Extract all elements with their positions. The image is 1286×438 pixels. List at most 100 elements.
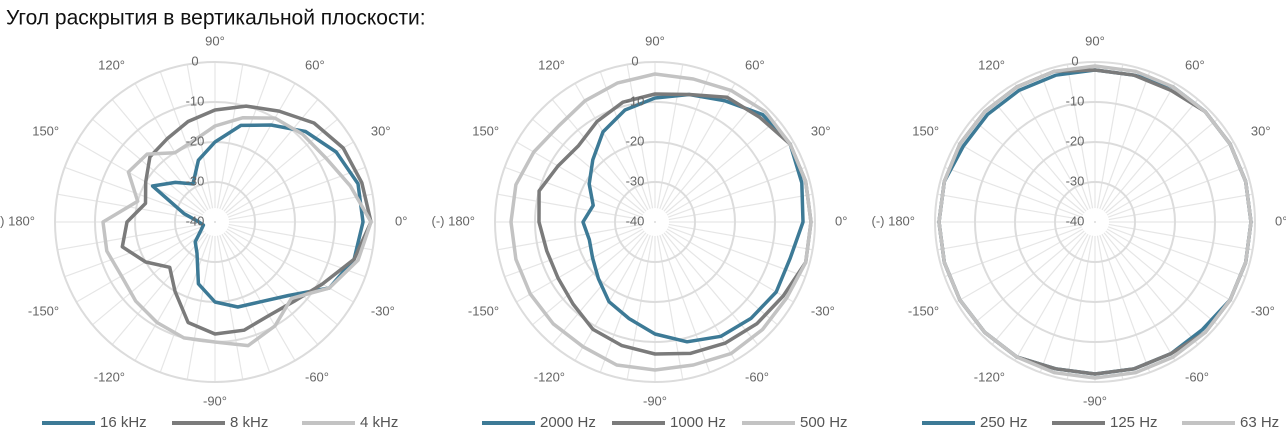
theta-tick-label: 90° bbox=[205, 33, 225, 48]
spoke bbox=[497, 223, 642, 251]
grid-ring bbox=[494, 61, 816, 383]
r-tick-label: -30 bbox=[186, 173, 205, 188]
spoke bbox=[1108, 223, 1253, 251]
legend-label: 16 kHz bbox=[100, 414, 147, 431]
series-line bbox=[150, 123, 365, 309]
spoke bbox=[76, 141, 204, 216]
theta-tick-label: 150° bbox=[912, 123, 939, 138]
spoke bbox=[599, 234, 651, 373]
spoke bbox=[1039, 234, 1091, 373]
theta-tick-label: 0° bbox=[835, 213, 847, 228]
spoke bbox=[944, 166, 1083, 218]
spoke bbox=[221, 83, 296, 211]
spoke bbox=[92, 230, 205, 326]
spoke bbox=[111, 232, 207, 345]
spoke bbox=[76, 228, 204, 303]
theta-tick-label: -150° bbox=[28, 303, 59, 318]
spoke bbox=[516, 228, 644, 303]
spoke bbox=[551, 232, 647, 345]
grid-center bbox=[654, 221, 656, 223]
spoke bbox=[1066, 64, 1094, 209]
spoke bbox=[991, 99, 1087, 212]
legend-label: 125 Hz bbox=[1110, 414, 1158, 431]
polar-chart: -40 -30 -20 -10 0 90° 60° 30° 0° -30° -60° -90° -120… bbox=[0, 33, 407, 431]
spoke bbox=[663, 232, 759, 345]
r-tick-label: -10 bbox=[626, 93, 645, 108]
theta-tick-label: 60° bbox=[305, 58, 325, 73]
spoke bbox=[219, 71, 271, 210]
grid-ring bbox=[614, 181, 696, 263]
spoke bbox=[216, 235, 244, 380]
theta-tick-label: -150° bbox=[468, 303, 499, 318]
spoke bbox=[532, 230, 645, 326]
spoke bbox=[228, 193, 373, 221]
theta-tick-label: 60° bbox=[745, 58, 765, 73]
spoke bbox=[1107, 166, 1246, 218]
theta-tick-label: 120° bbox=[98, 58, 125, 73]
spoke bbox=[226, 228, 354, 303]
r-tick-label: -20 bbox=[626, 133, 645, 148]
legend-label: 1000 Hz bbox=[670, 414, 726, 431]
r-tick-label: -10 bbox=[1066, 93, 1085, 108]
spoke bbox=[665, 118, 778, 214]
polar-chart: -40 -30 -20 -10 0 90° 60° 30° 0° -30° -60° -90° -120… bbox=[432, 33, 848, 431]
grid-ring bbox=[1054, 181, 1136, 263]
grid-ring bbox=[174, 181, 256, 263]
theta-tick-label: (-) 180° bbox=[0, 213, 35, 228]
theta-tick-label: -60° bbox=[745, 369, 769, 384]
spoke bbox=[1014, 83, 1089, 211]
spoke bbox=[504, 226, 643, 278]
spoke bbox=[1014, 233, 1089, 361]
spoke bbox=[186, 235, 214, 380]
spoke bbox=[134, 83, 209, 211]
theta-tick-label: -30° bbox=[811, 303, 835, 318]
spoke bbox=[225, 230, 338, 326]
theta-tick-label: -150° bbox=[908, 303, 939, 318]
theta-tick-label: -90° bbox=[1083, 393, 1107, 408]
spoke bbox=[956, 141, 1084, 216]
theta-tick-label: 30° bbox=[811, 123, 831, 138]
series-line bbox=[581, 92, 805, 344]
spoke bbox=[1066, 235, 1094, 380]
r-tick-label: -30 bbox=[1066, 173, 1085, 188]
series-line bbox=[509, 72, 813, 372]
theta-tick-label: 120° bbox=[538, 58, 565, 73]
series-line bbox=[120, 104, 373, 336]
r-tick-label: -40 bbox=[626, 213, 645, 228]
spoke bbox=[1108, 193, 1253, 221]
legend-label: 2000 Hz bbox=[540, 414, 596, 431]
theta-tick-label: -90° bbox=[203, 393, 227, 408]
theta-tick-label: -30° bbox=[371, 303, 395, 318]
theta-tick-label: (-) 180° bbox=[432, 213, 476, 228]
spoke bbox=[626, 235, 654, 380]
spoke bbox=[504, 166, 643, 218]
theta-tick-label: 90° bbox=[645, 33, 665, 48]
spoke bbox=[228, 223, 373, 251]
theta-tick-label: 0° bbox=[395, 213, 407, 228]
r-tick-label: 0 bbox=[1071, 53, 1078, 68]
spoke bbox=[1101, 233, 1176, 361]
legend-label: 8 kHz bbox=[230, 414, 268, 431]
spoke bbox=[1096, 64, 1124, 209]
spoke bbox=[1105, 230, 1218, 326]
r-tick-label: 0 bbox=[191, 53, 198, 68]
theta-tick-label: 30° bbox=[1251, 123, 1271, 138]
r-tick-label: -40 bbox=[1066, 213, 1085, 228]
spoke bbox=[1096, 235, 1124, 380]
grid-ring bbox=[934, 61, 1256, 383]
grid-center bbox=[214, 221, 216, 223]
theta-tick-label: 90° bbox=[1085, 33, 1105, 48]
theta-tick-label: (-) 180° bbox=[872, 213, 916, 228]
spoke bbox=[223, 232, 319, 345]
spoke bbox=[226, 141, 354, 216]
spoke bbox=[656, 64, 684, 209]
series-line bbox=[937, 64, 1253, 380]
spoke bbox=[574, 83, 649, 211]
spoke bbox=[159, 234, 211, 373]
theta-tick-label: -120° bbox=[534, 369, 565, 384]
r-tick-label: -20 bbox=[186, 133, 205, 148]
spoke bbox=[666, 141, 794, 216]
spoke bbox=[1039, 71, 1091, 210]
spoke bbox=[225, 118, 338, 214]
spoke bbox=[1107, 226, 1246, 278]
